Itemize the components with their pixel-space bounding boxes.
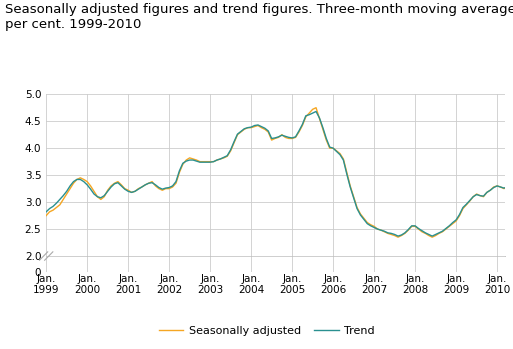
Seasonally adjusted — [313, 106, 319, 110]
Seasonally adjusted — [395, 235, 401, 239]
Seasonally adjusted — [504, 185, 510, 189]
Seasonally adjusted — [47, 210, 53, 214]
Text: Seasonally adjusted figures and trend figures. Three-month moving average in
per: Seasonally adjusted figures and trend fi… — [5, 3, 513, 31]
Trend — [313, 109, 319, 113]
Trend — [70, 179, 76, 184]
Trend — [467, 198, 473, 202]
Seasonally adjusted — [457, 214, 463, 218]
Seasonally adjusted — [200, 159, 206, 164]
Trend — [457, 213, 463, 217]
Seasonally adjusted — [467, 199, 473, 203]
Trend — [200, 160, 206, 164]
Line: Seasonally adjusted: Seasonally adjusted — [46, 108, 513, 237]
Line: Trend: Trend — [46, 111, 513, 236]
Seasonally adjusted — [43, 214, 49, 218]
Trend — [43, 210, 49, 214]
Legend: Seasonally adjusted, Trend: Seasonally adjusted, Trend — [154, 321, 379, 340]
Trend — [395, 234, 401, 238]
Trend — [504, 185, 510, 189]
Seasonally adjusted — [70, 181, 76, 185]
Trend — [47, 207, 53, 211]
